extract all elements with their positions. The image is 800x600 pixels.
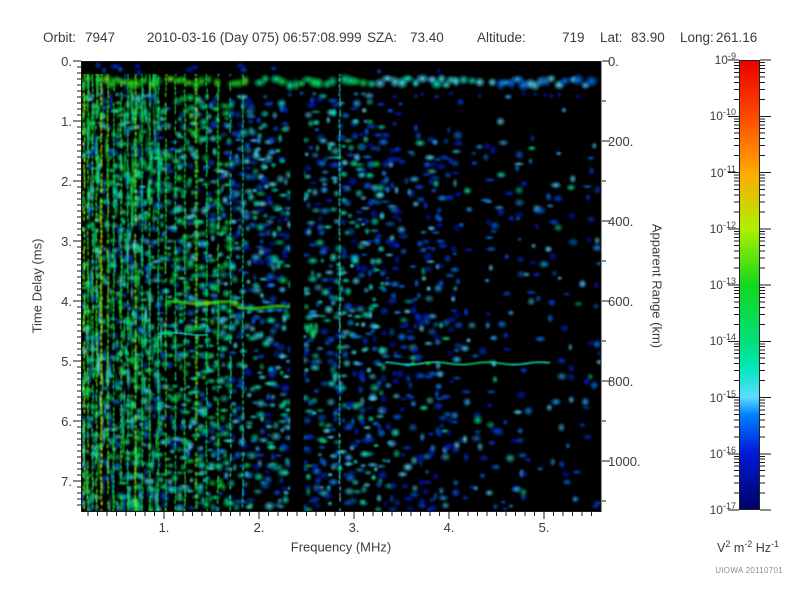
y2-tick-label: 800. — [608, 373, 634, 389]
x-axis-title: Frequency (MHz) — [290, 539, 392, 555]
colorbar-tick-label: 10-17 — [709, 501, 736, 517]
y-tick-label: 6. — [61, 413, 72, 429]
y2-tick-label: 400. — [608, 213, 634, 229]
sza-label: SZA: — [367, 30, 398, 45]
datetime-value: 2010-03-16 (Day 075) 06:57:08.999 — [147, 30, 362, 45]
y-tick-label: 2. — [61, 173, 72, 189]
y-tick-label: 0. — [61, 53, 72, 69]
colorbar-unit-label: V2 m-2 Hz-1 — [716, 539, 780, 556]
x-tick-label: 1. — [158, 520, 170, 535]
colorbar-tick-label: 10-15 — [709, 388, 736, 405]
y2-axis-title: Apparent Range (km) — [649, 223, 665, 349]
y2-tick-label: 200. — [608, 133, 634, 149]
y-tick-label: 7. — [61, 473, 72, 489]
altitude-label: Altitude: — [477, 30, 526, 45]
y-tick-label: 5. — [61, 353, 72, 369]
colorbar — [739, 60, 760, 510]
colorbar-tick-label: 10-11 — [710, 163, 736, 180]
colorbar-tick-label: 10-9 — [714, 51, 736, 67]
y2-tick-label: 1000. — [608, 453, 641, 469]
long-label: Long: — [680, 30, 714, 45]
y2-tick-label: 600. — [608, 293, 634, 309]
orbit-value: 7947 — [85, 30, 116, 45]
long-value: 261.16 — [716, 30, 758, 45]
y-tick-label: 1. — [61, 113, 72, 129]
altitude-value: 719 — [562, 30, 585, 45]
orbit-label: Orbit: — [43, 30, 77, 45]
sza-value: 73.40 — [410, 30, 444, 45]
colorbar-tick-label: 10-14 — [709, 332, 736, 349]
lat-label: Lat: — [600, 30, 623, 45]
colorbar-tick-label: 10-13 — [709, 276, 736, 292]
colorbar-tick-label: 10-10 — [709, 107, 736, 124]
x-tick-label: 3. — [348, 520, 360, 535]
y-tick-label: 4. — [61, 293, 72, 309]
colorbar-tick-label: 10-12 — [709, 219, 736, 236]
x-tick-label: 5. — [538, 520, 550, 535]
y-axis-title: Time Delay (ms) — [29, 238, 45, 334]
lat-value: 83.90 — [631, 30, 665, 45]
x-tick-label: 2. — [253, 520, 265, 535]
x-tick-label: 4. — [443, 520, 455, 535]
spectrogram-canvas — [82, 62, 601, 511]
y-tick-label: 3. — [61, 233, 72, 249]
y2-tick-label: 0. — [608, 53, 619, 69]
watermark: UIOWA 20110701 — [715, 566, 783, 575]
colorbar-tick-label: 10-16 — [709, 444, 736, 461]
